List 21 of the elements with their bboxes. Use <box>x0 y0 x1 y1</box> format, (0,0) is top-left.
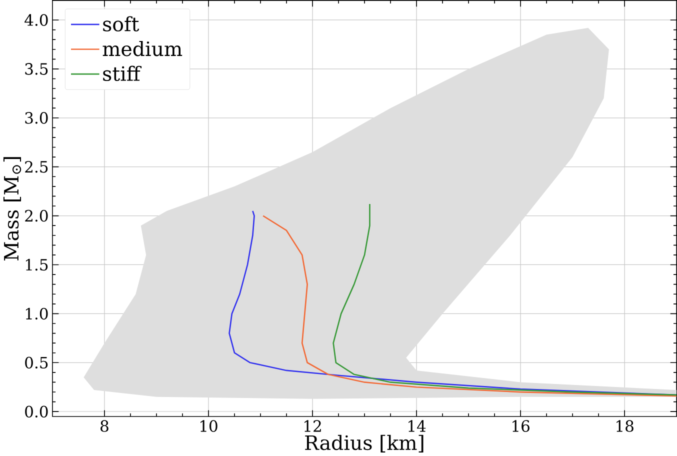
y-tick-label: 1.0 <box>26 308 48 320</box>
y-tick-label: 2.5 <box>25 161 48 173</box>
y-axis-title: Mass [M$_{⊙}$] <box>3 157 22 260</box>
y-tick-label: 3.5 <box>25 63 48 75</box>
x-tick-label: 12 <box>304 420 321 432</box>
line-series <box>332 203 677 396</box>
x-tick-label: 18 <box>616 420 634 432</box>
legend-label: stiff <box>103 66 142 82</box>
legend-label: soft <box>103 16 140 32</box>
y-tick-label: 0.0 <box>25 406 48 418</box>
x-tick-label: 14 <box>408 420 426 432</box>
y-tick-label: 2.0 <box>25 210 48 222</box>
x-tick-label: 8 <box>100 420 108 432</box>
y-tick-label: 4.0 <box>24 14 48 26</box>
x-axis-title: Radius [km] <box>305 434 424 452</box>
legend-label: medium <box>102 41 182 56</box>
y-tick-label: 3.0 <box>25 112 48 124</box>
x-tick-label: 10 <box>200 420 218 432</box>
y-tick-label: 1.5 <box>26 258 48 271</box>
y-tick-label: 0.5 <box>25 356 48 369</box>
x-tick-label: 16 <box>512 420 530 432</box>
